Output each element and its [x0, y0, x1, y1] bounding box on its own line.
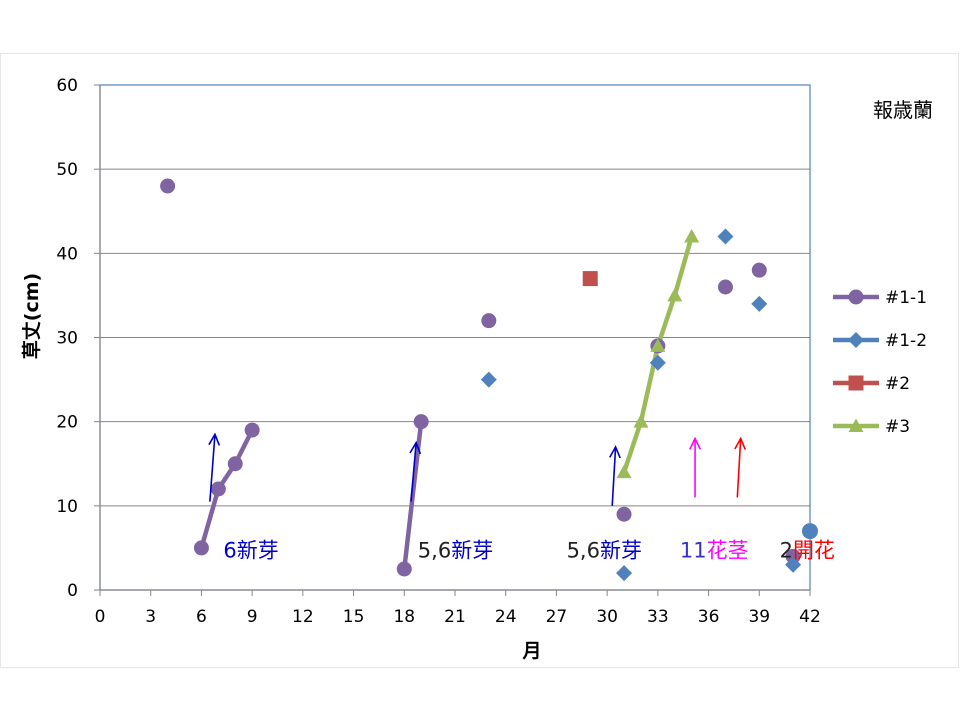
- point-1-1: [717, 279, 733, 295]
- legend-marker-2: [848, 375, 864, 391]
- point-1-2: [751, 295, 768, 312]
- annotation-label: 5,6新芽: [418, 539, 493, 563]
- y-tick-label: 60: [56, 76, 78, 96]
- x-tick-label: 0: [95, 607, 106, 627]
- annotation-arrow-head: [689, 436, 701, 450]
- annotation-arrow-shaft: [736, 438, 742, 498]
- x-tick-label: 21: [444, 607, 466, 627]
- point-1-2: [785, 556, 802, 573]
- annotation-part: 新芽: [600, 539, 642, 563]
- corner-label: 報歳蘭: [873, 98, 933, 122]
- point-1-1: [210, 481, 226, 497]
- x-tick-label: 3: [145, 607, 156, 627]
- point-1-1: [193, 540, 209, 556]
- chart-outer-border: [0, 53, 959, 668]
- x-tick-label: 30: [596, 607, 618, 627]
- legend-label-2: #2: [885, 374, 910, 394]
- point-1-1: [227, 456, 243, 472]
- annotation-part: 新芽: [237, 539, 279, 563]
- legend-label-3: #3: [885, 417, 910, 437]
- x-axis-title: 月: [521, 640, 541, 662]
- point-2: [582, 271, 598, 287]
- y-tick-label: 40: [56, 244, 78, 264]
- point-1-1: [396, 561, 412, 577]
- point-1-1: [160, 178, 176, 194]
- axis-layer: [94, 84, 811, 596]
- x-tick-label: 33: [647, 607, 669, 627]
- annotation-part: 2: [780, 539, 793, 563]
- annotation-part: 新芽: [451, 539, 493, 563]
- point-1-1: [751, 262, 767, 278]
- x-tick-label: 42: [799, 607, 821, 627]
- annotation-label: 5,6新芽: [567, 539, 642, 563]
- x-tick-label: 18: [393, 607, 415, 627]
- point-1-1: [413, 414, 429, 430]
- annotation-part: 開花: [793, 539, 835, 563]
- series-line-1-1: [199, 427, 255, 551]
- x-tick-label: 12: [292, 607, 314, 627]
- point-3: [684, 229, 700, 243]
- x-tick-label: 36: [698, 607, 720, 627]
- annotation-arrow-shaft: [209, 434, 216, 502]
- x-tick-label: 24: [495, 607, 517, 627]
- legend-marker-3: [848, 418, 864, 432]
- y-tick-label: 50: [56, 160, 78, 180]
- annotation-part: 11: [680, 539, 707, 563]
- point-1-2: [480, 371, 497, 388]
- y-tick-label: 10: [56, 497, 78, 517]
- point-1-1: [785, 548, 801, 564]
- annotation-arrow-head: [409, 440, 422, 455]
- annotation-arrow-head: [208, 432, 221, 446]
- x-tick-label: 15: [343, 607, 365, 627]
- point-1-1: [616, 506, 632, 522]
- y-tick-label: 20: [56, 413, 78, 433]
- annotation-label: 2開花: [780, 539, 835, 563]
- y-axis-title: 草丈(cm): [20, 273, 43, 359]
- x-tick-label: 9: [247, 607, 258, 627]
- x-tick-label: 27: [546, 607, 568, 627]
- x-tick-label: 39: [748, 607, 770, 627]
- y-tick-label: 30: [56, 329, 78, 349]
- legend-marker-1-2: [848, 332, 864, 348]
- point-1-2: [717, 228, 734, 245]
- annotation-part: 5,6: [418, 539, 451, 563]
- annotation-part: 5,6: [567, 539, 600, 563]
- point-1-1: [244, 422, 260, 438]
- point-extra: [802, 523, 818, 540]
- point-3: [633, 414, 649, 428]
- annotation-arrow-shaft: [611, 446, 617, 506]
- arrows-layer: [208, 432, 747, 506]
- annotation-arrow-shaft: [410, 442, 417, 502]
- annotation-part: 6: [223, 539, 236, 563]
- x-tick-label: 6: [196, 607, 207, 627]
- legend: #1-1 #1-2 #2 #3: [833, 288, 927, 437]
- annotation-label: 11花茎: [680, 539, 749, 563]
- point-1-2: [649, 354, 666, 371]
- point-3: [650, 338, 666, 352]
- point-3: [616, 464, 632, 479]
- annotation-arrow-head: [734, 436, 747, 450]
- series-markers-layer: [160, 178, 818, 582]
- annotations-layer: 6新芽 5,6新芽 5,6新芽 11花茎 2開花: [223, 539, 835, 563]
- legend-label-1-2: #1-2: [885, 331, 927, 351]
- annotation-arrow-head: [609, 445, 621, 459]
- annotation-part: 花茎: [707, 539, 749, 563]
- y-tick-label: 0: [67, 581, 78, 601]
- legend-marker-1-1: [848, 289, 864, 305]
- annotation-label: 6新芽: [223, 539, 278, 563]
- legend-label-1-1: #1-1: [885, 288, 927, 308]
- series-line-1-1: [402, 419, 424, 572]
- point-1-1: [481, 313, 497, 329]
- point-3: [667, 287, 683, 302]
- point-1-2: [616, 565, 633, 582]
